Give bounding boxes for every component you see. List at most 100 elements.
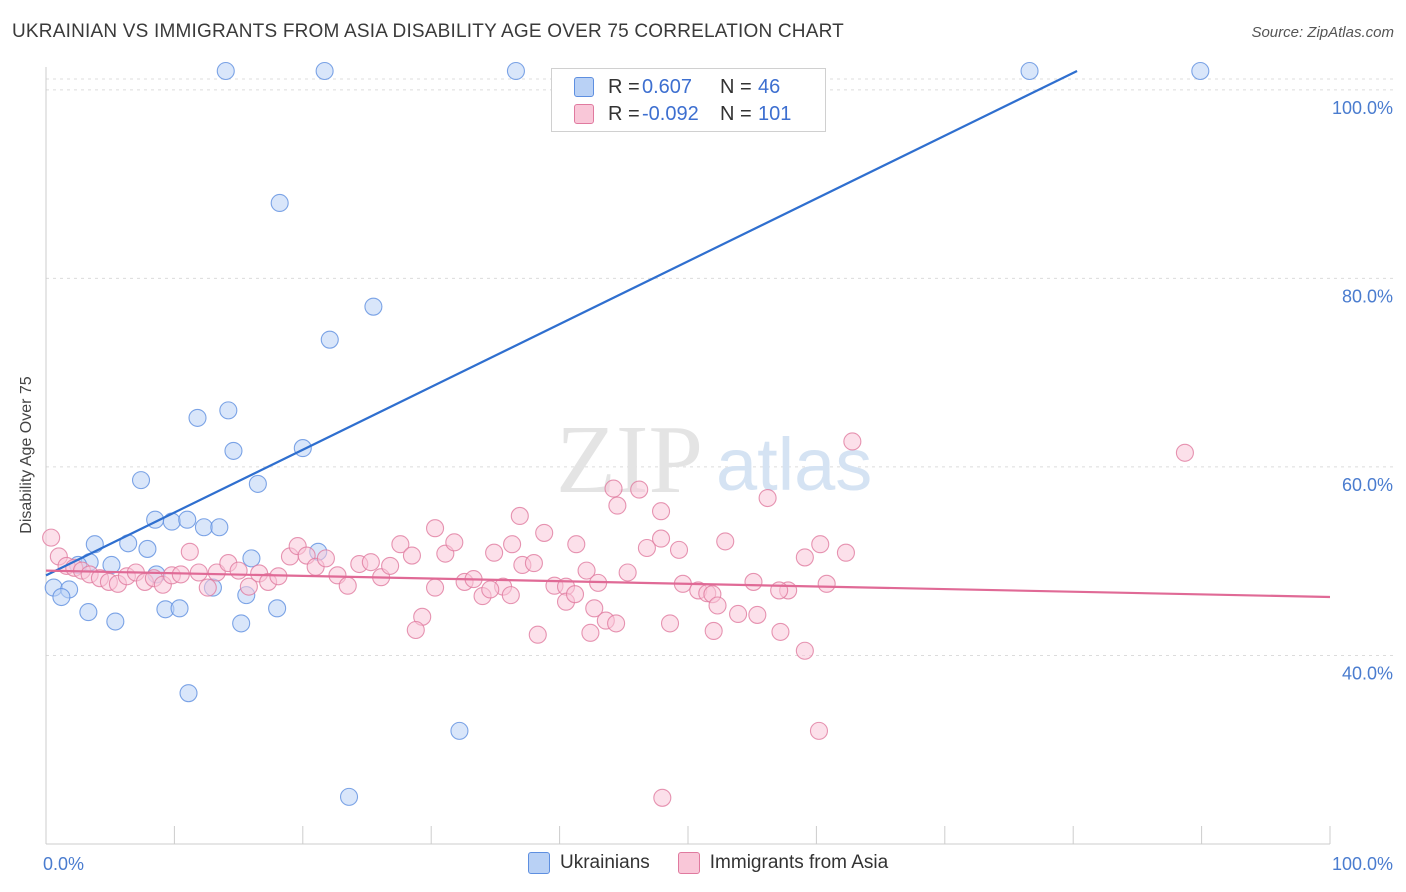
ukrainians-trend-line bbox=[45, 70, 1078, 577]
watermark-zip: ZIP bbox=[556, 406, 703, 514]
legend-swatch-ukrainians bbox=[574, 77, 594, 97]
ukrainians-point bbox=[268, 599, 287, 618]
immigrants-asia-trend-line bbox=[45, 569, 1331, 599]
series-legend: Ukrainians Immigrants from Asia bbox=[528, 852, 916, 874]
ukrainians-point bbox=[138, 539, 157, 558]
immigrants-asia-point bbox=[836, 543, 855, 562]
immigrants-asia-point bbox=[811, 535, 830, 554]
source-label: Source: ZipAtlas.com bbox=[1251, 24, 1394, 41]
ukrainians-point bbox=[106, 612, 125, 631]
immigrants-asia-point bbox=[716, 532, 735, 551]
immigrants-asia-point bbox=[567, 535, 586, 554]
ukrainians-point bbox=[293, 439, 312, 458]
legend-r-value: 0.607 bbox=[642, 75, 693, 98]
immigrants-asia-point bbox=[316, 549, 335, 568]
immigrants-asia-point bbox=[795, 641, 814, 660]
immigrants-asia-point bbox=[637, 538, 656, 558]
x-tick-label: 100.0% bbox=[1332, 854, 1393, 874]
legend-n-value: 46 bbox=[758, 75, 781, 98]
ukrainians-point bbox=[85, 535, 104, 554]
immigrants-asia-point bbox=[669, 540, 689, 559]
immigrants-asia-point bbox=[581, 623, 600, 642]
series-label-immigrants-asia: Immigrants from Asia bbox=[709, 852, 889, 873]
series-label-ukrainians: Ukrainians bbox=[560, 852, 650, 873]
legend-n-label: N = bbox=[720, 102, 752, 125]
immigrants-asia-point bbox=[426, 519, 445, 538]
immigrants-asia-point bbox=[704, 621, 723, 641]
series-swatch-ukrainians bbox=[528, 852, 550, 874]
immigrants-asia-point bbox=[198, 578, 217, 597]
immigrants-asia-point bbox=[565, 585, 585, 604]
immigrants-asia-point bbox=[748, 605, 767, 624]
immigrants-asia-point bbox=[391, 535, 410, 554]
immigrants-asia-point bbox=[608, 496, 627, 515]
immigrants-asia-point bbox=[535, 523, 554, 542]
immigrants-asia-point bbox=[651, 502, 671, 521]
chart-title: UKRAINIAN VS IMMIGRANTS FROM ASIA DISABI… bbox=[12, 21, 844, 42]
immigrants-asia-point bbox=[426, 578, 445, 597]
legend-r-label: R = bbox=[608, 75, 640, 98]
immigrants-asia-point bbox=[445, 533, 464, 552]
ukrainians-point bbox=[232, 614, 251, 633]
immigrants-asia-point bbox=[604, 479, 623, 498]
immigrants-asia-point bbox=[607, 614, 626, 633]
immigrants-asia-point bbox=[503, 535, 522, 554]
grid-lines bbox=[46, 78, 1394, 656]
immigrants-asia-point bbox=[406, 620, 425, 640]
ukrainians-point bbox=[170, 599, 189, 618]
immigrants-asia-point bbox=[239, 577, 258, 596]
legend-swatch-immigrants-asia bbox=[574, 104, 594, 124]
immigrants-asia-point bbox=[708, 596, 727, 615]
ukrainians-point bbox=[450, 721, 469, 740]
immigrants-asia-point bbox=[524, 554, 543, 573]
immigrants-asia-point bbox=[180, 542, 199, 561]
ukrainians-point bbox=[1191, 61, 1210, 81]
immigrants-asia-point bbox=[770, 581, 789, 600]
ukrainians-point bbox=[242, 549, 261, 568]
series-swatch-immigrants-asia bbox=[677, 852, 700, 874]
ukrainians-point bbox=[194, 518, 213, 537]
immigrants-asia-point bbox=[843, 432, 862, 451]
legend-row-immigrants-asia: R = -0.092 N = 101 bbox=[574, 103, 791, 125]
ukrainians-point bbox=[248, 474, 267, 493]
ukrainians-point bbox=[339, 787, 359, 806]
immigrants-asia-point bbox=[618, 563, 637, 582]
immigrants-asia-point bbox=[481, 580, 500, 599]
immigrants-asia-point bbox=[653, 788, 672, 807]
immigrants-asia-point bbox=[758, 488, 777, 508]
ukrainians-point bbox=[219, 401, 238, 420]
immigrants-asia-point bbox=[42, 528, 61, 547]
immigrants-asia-point bbox=[817, 574, 836, 593]
immigrants-asia-point bbox=[485, 543, 504, 562]
legend-n-value: 101 bbox=[758, 102, 792, 125]
legend-r-label: R = bbox=[608, 102, 640, 125]
y-tick-label: 80.0% bbox=[1342, 286, 1393, 306]
immigrants-asia-point bbox=[651, 529, 671, 548]
x-tick-labels: 0.0% 100.0% bbox=[43, 854, 1393, 874]
ukrainians-point bbox=[188, 408, 207, 427]
immigrants-asia-point bbox=[361, 553, 380, 572]
ukrainians-point bbox=[216, 61, 235, 81]
y-tick-labels: 40.0% 60.0% 80.0% 100.0% bbox=[1332, 98, 1393, 684]
ukrainians-point bbox=[131, 471, 151, 490]
series-legend-immigrants-asia[interactable]: Immigrants from Asia bbox=[677, 852, 889, 874]
immigrants-asia-point bbox=[510, 506, 529, 525]
ukrainians-point bbox=[506, 61, 525, 81]
legend-row-ukrainians: R = 0.607 N = 46 bbox=[574, 76, 780, 98]
immigrants-asia-point bbox=[795, 548, 814, 567]
immigrants-asia-point bbox=[528, 625, 547, 644]
immigrants-asia-point bbox=[1175, 443, 1194, 462]
immigrants-asia-point bbox=[585, 599, 604, 618]
immigrants-asia-point bbox=[338, 576, 357, 595]
immigrants-asia-point bbox=[744, 572, 763, 591]
data-points bbox=[42, 61, 1210, 807]
series-legend-ukrainians[interactable]: Ukrainians bbox=[528, 852, 650, 874]
ukrainians-point bbox=[79, 603, 98, 622]
immigrants-asia-point bbox=[809, 721, 829, 740]
ukrainians-point bbox=[1020, 61, 1039, 81]
ukrainians-point bbox=[320, 330, 339, 349]
immigrants-asia-point bbox=[229, 561, 248, 580]
ukrainians-point bbox=[315, 61, 334, 81]
trend-lines bbox=[45, 70, 1331, 599]
